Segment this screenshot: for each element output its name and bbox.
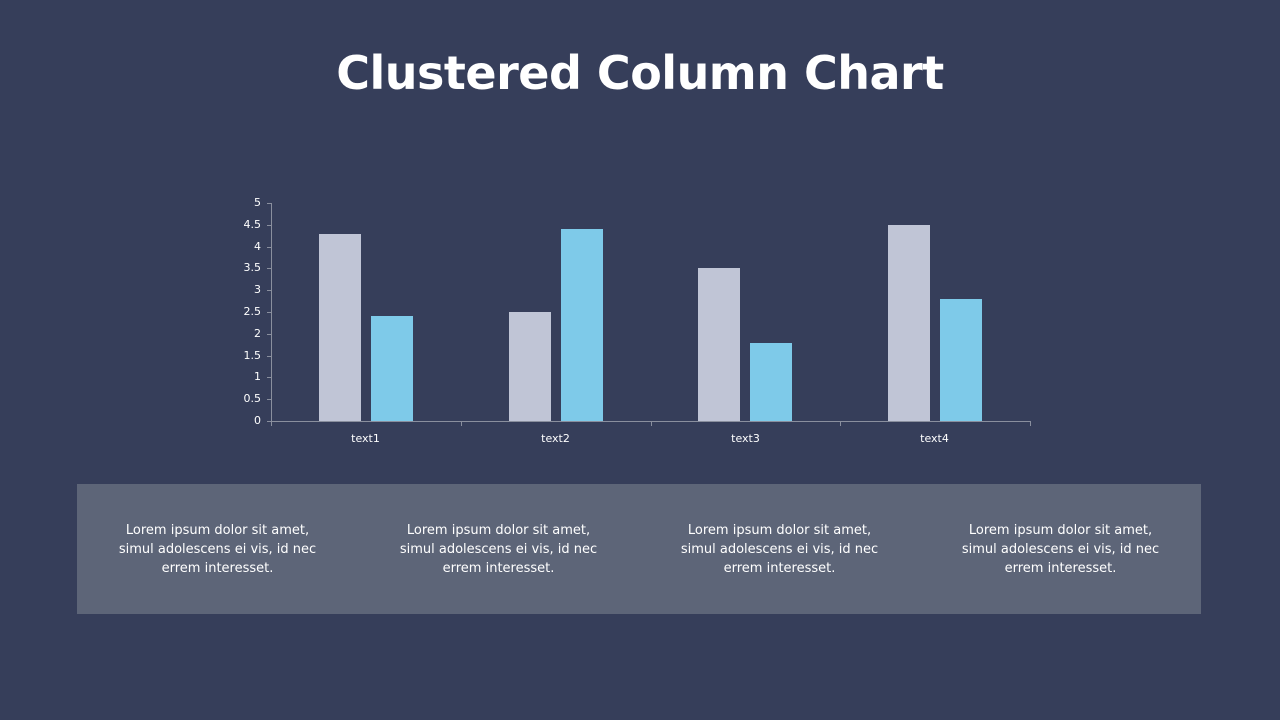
page-title: Clustered Column Chart [336, 46, 944, 100]
description-cell: Lorem ipsum dolor sit amet, simul adoles… [920, 484, 1201, 614]
y-tick [267, 334, 272, 335]
bar-text2-series1 [509, 312, 551, 421]
description-text: Lorem ipsum dolor sit amet, simul adoles… [118, 523, 317, 576]
y-tick [267, 247, 272, 248]
description-cell: Lorem ipsum dolor sit amet, simul adoles… [77, 484, 358, 614]
x-category-label: text3 [731, 432, 760, 445]
description-panel: Lorem ipsum dolor sit amet, simul adoles… [77, 484, 1201, 614]
x-category-label: text4 [920, 432, 949, 445]
x-tick [651, 421, 652, 426]
y-tick [267, 312, 272, 313]
y-tick-label: 1.5 [243, 349, 262, 362]
y-tick [267, 290, 272, 291]
y-tick-label: 4 [254, 240, 261, 253]
bar-text2-series2 [561, 229, 603, 421]
x-tick [1030, 421, 1031, 426]
y-tick [267, 268, 272, 269]
x-tick [461, 421, 462, 426]
y-tick [267, 377, 272, 378]
x-category-label: text2 [541, 432, 570, 445]
clustered-column-chart: 0 0.5 1 1.5 2 2.5 3 3.5 4 4.5 5 text1 text2 text3 text… [243, 196, 1031, 445]
bar-text3-series1 [698, 268, 740, 421]
bar-text4-series1 [888, 225, 930, 421]
y-tick [267, 421, 272, 422]
bar-text1-series2 [371, 316, 413, 421]
y-tick-label: 5 [254, 196, 261, 209]
y-tick [267, 399, 272, 400]
y-tick-label: 3.5 [243, 261, 262, 274]
x-tick [840, 421, 841, 426]
bar-text3-series2 [750, 343, 792, 421]
y-tick [267, 225, 272, 226]
y-tick-label: 4.5 [243, 218, 262, 231]
description-cell: Lorem ipsum dolor sit amet, simul adoles… [639, 484, 920, 614]
bar-text4-series2 [940, 299, 982, 421]
x-tick [271, 421, 272, 426]
y-tick-label: 0 [254, 414, 261, 427]
x-category-label: text1 [351, 432, 380, 445]
y-tick-label: 1 [254, 370, 261, 383]
description-cell: Lorem ipsum dolor sit amet, simul adoles… [358, 484, 639, 614]
y-tick-label: 3 [254, 283, 261, 296]
description-text: Lorem ipsum dolor sit amet, simul adoles… [961, 523, 1160, 576]
description-text: Lorem ipsum dolor sit amet, simul adoles… [399, 523, 598, 576]
y-tick-label: 0.5 [243, 392, 262, 405]
bar-text1-series1 [319, 234, 361, 421]
description-text: Lorem ipsum dolor sit amet, simul adoles… [680, 523, 879, 576]
y-tick-label: 2 [254, 327, 261, 340]
y-tick [267, 356, 272, 357]
x-axis [271, 421, 1030, 422]
y-tick-label: 2.5 [243, 305, 262, 318]
y-tick [267, 203, 272, 204]
